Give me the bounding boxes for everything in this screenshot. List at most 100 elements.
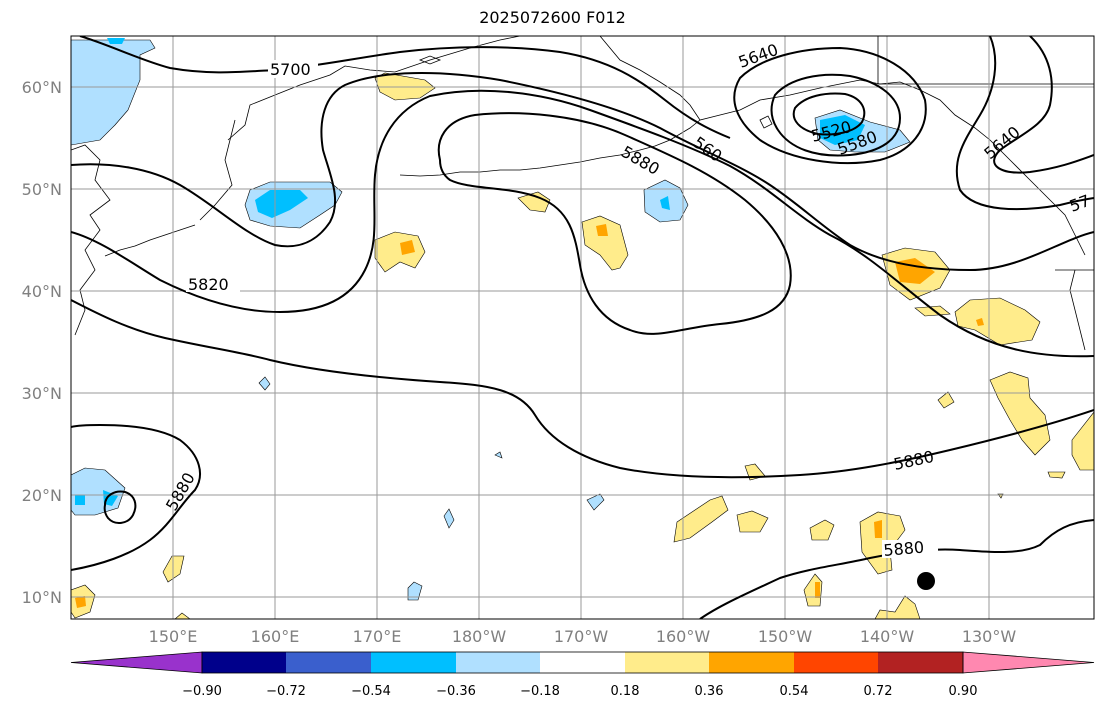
- gridlines: [71, 36, 1094, 619]
- contour-5880-inner: [437, 112, 792, 335]
- anomaly-positive: [914, 305, 951, 317]
- height-contours: [71, 36, 1094, 619]
- colorbar: −0.90 −0.72 −0.54 −0.36 −0.18 0.18 0.36 …: [70, 651, 1095, 699]
- anomaly-negative: [443, 508, 455, 529]
- anomaly-positive: [517, 191, 551, 213]
- anomaly-positive: [937, 391, 955, 409]
- contour-5880-loop: [71, 89, 1094, 358]
- contour-5580: [770, 73, 902, 157]
- anomaly-positive: [1071, 411, 1094, 471]
- colorbar-segment: [540, 652, 625, 673]
- anomaly-positive: [874, 595, 921, 619]
- colorbar-tick-label: 0.90: [949, 684, 978, 699]
- contour-5820-loop: [71, 72, 1094, 272]
- colorbar-extend-high: [962, 651, 1095, 674]
- latitude-label: 10°N: [22, 588, 62, 607]
- colorbar-tick-label: −0.72: [266, 684, 306, 699]
- contour-label: 5880: [883, 538, 925, 560]
- longitude-label: 170°W: [554, 627, 609, 646]
- latitude-label: 50°N: [22, 180, 62, 199]
- colorbar-segment: [456, 652, 540, 673]
- north-america-west-coast: [1069, 269, 1086, 351]
- colorbar-segment: [202, 652, 286, 673]
- colorbar-segment: [878, 652, 963, 673]
- aleutian-islands: [399, 149, 641, 177]
- anomaly-negative: [107, 38, 125, 44]
- anomaly-positive: [174, 612, 191, 619]
- map-title: 2025072600 F012: [479, 8, 626, 27]
- longitude-axis: 150°E 160°E 170°E 180°W 170°W 160°W 150°…: [149, 627, 1017, 646]
- anomaly-positive: [815, 582, 820, 598]
- anomaly-positive: [1047, 471, 1066, 479]
- anomaly-positive: [400, 240, 415, 255]
- contour-5640-alaska: [733, 46, 927, 165]
- kuril-islands: [104, 224, 196, 257]
- anomaly-negative: [258, 376, 271, 391]
- colorbar-tick-label: 0.18: [611, 684, 640, 699]
- latitude-label: 60°N: [22, 78, 62, 97]
- kodiak-island: [759, 115, 773, 129]
- colorbar-tick-label: 0.54: [780, 684, 809, 699]
- anomaly-positive: [809, 519, 835, 541]
- anomaly-negative: [660, 196, 670, 210]
- colorbar-tick-label: −0.90: [182, 684, 222, 699]
- colorbar-tick-label: 0.36: [695, 684, 724, 699]
- longitude-label: 160°W: [656, 627, 711, 646]
- anomaly-positive: [75, 596, 86, 608]
- longitude-label: 180°W: [452, 627, 507, 646]
- anomaly-positive: [736, 510, 769, 533]
- contour-5760-east: [955, 36, 1094, 211]
- latitude-label: 30°N: [22, 384, 62, 403]
- contour-5520: [792, 92, 866, 136]
- colorbar-tick-label: −0.18: [520, 684, 560, 699]
- longitude-label: 140°W: [860, 627, 915, 646]
- colorbar-tick-label: −0.36: [436, 684, 476, 699]
- latitude-label: 20°N: [22, 486, 62, 505]
- anomaly-negative: [75, 495, 85, 505]
- anomaly-positive: [874, 520, 882, 538]
- colorbar-tick-label: 0.72: [864, 684, 893, 699]
- contour-5700-northwest: [79, 36, 731, 139]
- anomaly-negative: [820, 115, 865, 145]
- contour-5640-east: [993, 36, 1094, 174]
- longitude-label: 150°W: [758, 627, 813, 646]
- colorbar-outline: [201, 651, 964, 674]
- colorbar-tick-label: −0.54: [351, 684, 391, 699]
- contour-label: 5700: [270, 60, 311, 79]
- anomaly-positive: [673, 495, 729, 543]
- longitude-label: 130°W: [962, 627, 1017, 646]
- anomaly-positive: [954, 297, 1041, 346]
- colorbar-segment: [625, 652, 709, 673]
- colorbar-segment: [286, 652, 371, 673]
- canada-border: [877, 36, 1094, 85]
- longitude-label: 150°E: [149, 627, 198, 646]
- colorbar-segment: [371, 652, 456, 673]
- colorbar-segment: [794, 652, 878, 673]
- colorbar-segment: [709, 652, 794, 673]
- anomaly-negative: [494, 451, 503, 459]
- anomaly-positive: [596, 224, 608, 236]
- location-marker: [917, 572, 935, 590]
- longitude-label: 170°E: [353, 627, 402, 646]
- anomaly-negative: [586, 493, 605, 511]
- latitude-label: 40°N: [22, 282, 62, 301]
- anomaly-negative: [103, 490, 118, 506]
- colorbar-extend-low: [70, 651, 203, 674]
- anomaly-positive: [976, 318, 984, 326]
- longitude-label: 160°E: [251, 627, 300, 646]
- contour-5880-south: [71, 423, 201, 571]
- anomaly-negative: [255, 190, 308, 218]
- contour-small-low: [103, 490, 137, 524]
- contour-label: 5820: [188, 275, 229, 294]
- shaded-anomalies: [71, 38, 1094, 619]
- st-lawrence-island: [418, 55, 442, 65]
- latitude-axis: 60°N 50°N 40°N 30°N 20°N 10°N: [22, 78, 62, 607]
- map-plot-area: 5700 5640 5520 5580 5640 560 5880 5820 5…: [71, 36, 1094, 619]
- anomaly-negative: [407, 581, 423, 601]
- siberia-coast: [71, 144, 111, 336]
- map-frame: [70, 35, 1095, 620]
- anomaly-negative: [71, 39, 156, 146]
- anomaly-positive: [581, 215, 629, 271]
- contour-5880-main: [71, 299, 1094, 479]
